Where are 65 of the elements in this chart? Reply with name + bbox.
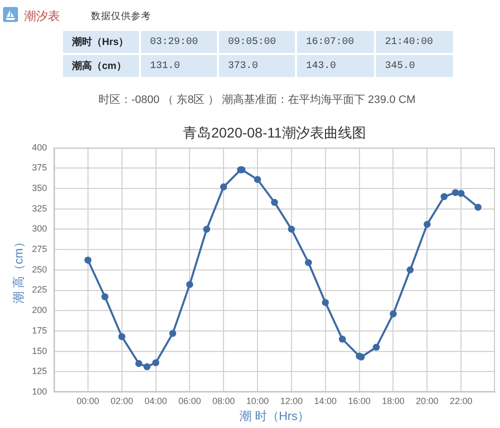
y-tick-label: 350 [32,182,47,193]
y-tick-label: 125 [32,366,47,376]
y-tick-label: 375 [32,162,47,173]
y-axis-title: 潮 高（cm） [12,236,26,304]
y-tick-label: 325 [32,203,47,214]
text: 潮高（cm） [72,59,126,73]
point [338,336,346,343]
point [458,190,465,197]
y-tick-label: 400 [32,142,47,152]
y-tick-label: 150 [32,346,47,356]
x-tick-label: 00:00 [76,396,100,406]
point [452,189,459,196]
y-tick-label: 300 [32,224,47,234]
x-tick-label: 12:00 [280,396,303,406]
y-tick-label: 200 [32,305,47,316]
x-tick-label: 16:00 [348,396,371,406]
point [169,330,176,337]
point [135,360,142,368]
point [144,363,150,370]
text: 数据仅供参考 [91,10,151,23]
text: 143.0 [306,60,336,72]
point [372,344,380,351]
point [322,298,329,306]
point [474,204,482,211]
x-tick-label: 18:00 [382,396,404,406]
x-tick-label: 22:00 [450,396,472,406]
text: 潮时（Hrs） [72,36,129,49]
x-tick-label: 06:00 [178,396,201,406]
text: 时区：-0800 （ 东8区 ） 潮高基准面：在平均海平面下 239.0 CM [98,94,416,106]
point [271,198,278,206]
point [288,226,295,233]
point [390,310,397,318]
y-tick-label: 250 [32,264,47,274]
point [152,359,160,366]
x-tick-label: 04:00 [144,396,168,406]
point [424,220,431,228]
point [101,293,108,300]
x-tick-label: 20:00 [416,396,438,406]
point [254,176,262,184]
x-tick-label: 10:00 [246,396,269,406]
text: 131.0 [150,60,180,72]
y-tick-label: 100 [32,386,47,396]
x-tick-label: 02:00 [110,396,134,406]
x-tick-label: 08:00 [212,396,235,406]
y-tick-label: 275 [32,244,47,254]
point [440,193,448,200]
text: 09:05:00 [228,36,276,48]
point [220,183,228,190]
text: 潮汐表 [24,8,60,25]
y-tick-label: 175 [32,325,47,336]
point [406,266,414,274]
point [84,256,92,264]
x-axis-title: 潮 时（Hrs） [240,409,310,424]
point [203,226,210,233]
x-tick-label: 14:00 [314,396,337,406]
point [118,333,126,340]
y-tick-label: 225 [32,284,47,295]
text: 345.0 [385,60,416,72]
text: 03:29:00 [150,36,198,48]
chart-title: 青岛2020-08-11潮汐表曲线图 [183,124,366,140]
text: 21:40:00 [385,36,434,48]
point [304,259,312,266]
text: 373.0 [228,60,258,72]
point [186,281,194,288]
text: 16:07:00 [306,36,354,48]
